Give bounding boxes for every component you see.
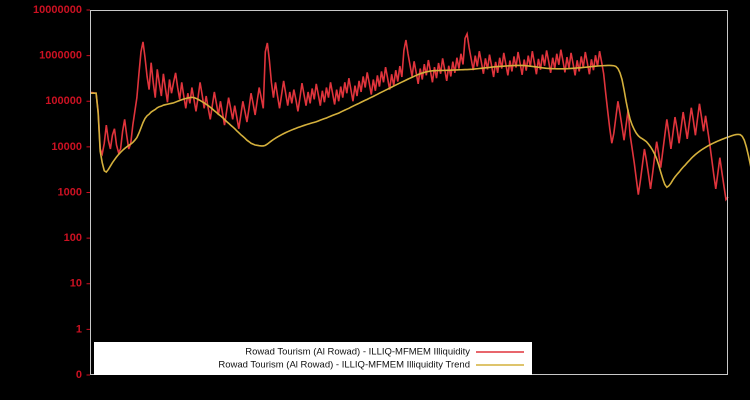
- y-axis-tick-label: 100000: [45, 95, 82, 107]
- series-line-illiquidity-trend: [90, 64, 750, 189]
- chart-legend: Rowad Tourism (Al Rowad) - ILLIQ-MFMEM I…: [94, 342, 532, 375]
- y-axis-tick-label: 1000: [58, 186, 82, 198]
- y-axis-tick-label: 10000000: [33, 4, 82, 16]
- legend-background: [94, 342, 532, 375]
- series-lines: [90, 31, 750, 202]
- plot-area-background: [90, 10, 728, 375]
- legend-entry-label: Rowad Tourism (Al Rowad) - ILLIQ-MFMEM I…: [218, 360, 470, 371]
- series-line-illiquidity: [90, 31, 729, 202]
- y-axis-tick-label: 1: [76, 323, 82, 335]
- y-axis-tick-label: 1000000: [39, 50, 82, 62]
- y-axis-tick-label: 10000: [51, 141, 82, 153]
- legend-entry-label: Rowad Tourism (Al Rowad) - ILLIQ-MFMEM I…: [245, 347, 470, 358]
- y-axis-tick-label: 100: [64, 232, 82, 244]
- y-axis-tick-label: 0: [76, 369, 82, 381]
- y-axis-tick-label: 10: [70, 278, 82, 290]
